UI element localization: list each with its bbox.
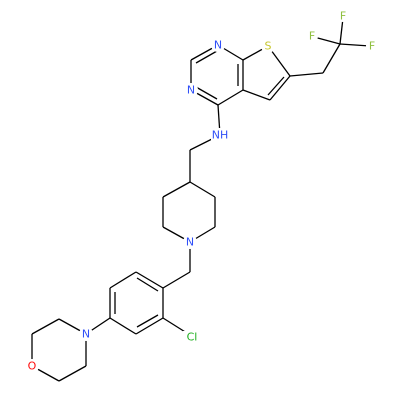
- atom-label: F: [340, 10, 346, 23]
- atom-label: F: [309, 30, 315, 43]
- atom-label: S: [265, 40, 272, 53]
- atom-label: N: [186, 236, 194, 249]
- atom-labels: N N S F F F NH N Cl N O: [25, 10, 378, 373]
- atom-label: F: [369, 40, 375, 53]
- atom-label: N: [82, 328, 90, 341]
- atom-label: Cl: [187, 331, 198, 344]
- atom-label: O: [28, 360, 37, 373]
- atom-label: N: [214, 39, 222, 52]
- atom-label: N: [187, 84, 195, 97]
- atom-label: NH: [212, 129, 229, 142]
